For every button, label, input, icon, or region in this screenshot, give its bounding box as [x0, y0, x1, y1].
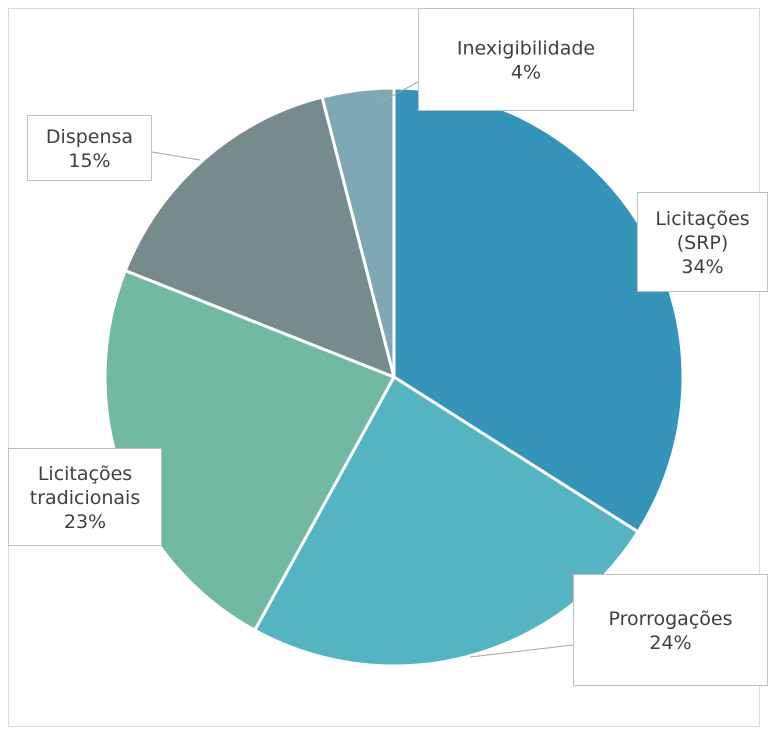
- data-label-text: Licitações: [655, 208, 749, 230]
- data-label-text: 23%: [64, 511, 106, 533]
- data-label-text: Prorrogações: [608, 608, 732, 630]
- data-label-box: [8, 448, 162, 546]
- data-label-text: 4%: [511, 62, 541, 84]
- data-label-text: (SRP): [677, 232, 729, 254]
- data-label-box: [418, 8, 634, 111]
- data-label-box: [637, 192, 768, 292]
- leader-line-4: [378, 81, 419, 104]
- data-label-text: tradicionais: [30, 487, 140, 509]
- pie-slice-4: [320, 86, 396, 379]
- leader-line-1: [469, 644, 574, 658]
- data-label-0: Licitações(SRP)34%: [637, 192, 768, 292]
- slices-layer: [103, 86, 685, 668]
- pie-slice-3: [123, 95, 396, 379]
- data-label-text: 15%: [68, 150, 110, 172]
- data-label-text: 24%: [649, 632, 691, 654]
- data-label-text: Dispensa: [46, 126, 133, 148]
- data-label-text: 34%: [681, 256, 723, 278]
- data-label-text: Licitações: [38, 463, 132, 485]
- data-label-text: Inexigibilidade: [457, 38, 595, 60]
- data-labels-layer: Licitações(SRP)34%Prorrogações24%Licitaç…: [8, 8, 768, 686]
- data-label-box: [27, 115, 152, 181]
- leader-lines-layer: [151, 81, 574, 658]
- data-label-box: [573, 574, 768, 686]
- leader-line-3: [151, 151, 201, 161]
